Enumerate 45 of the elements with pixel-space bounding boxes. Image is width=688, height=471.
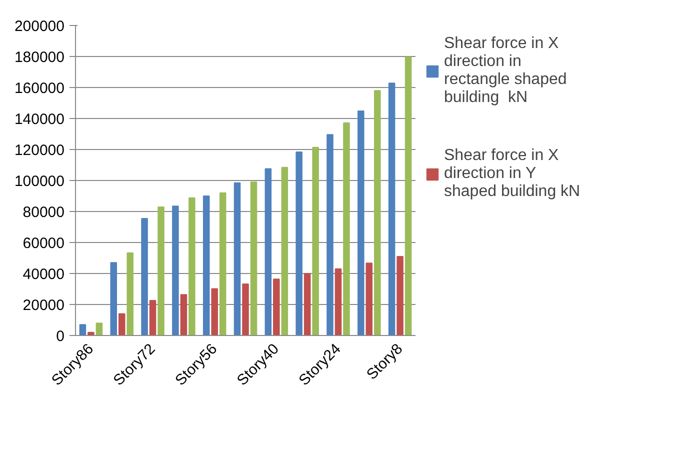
- bar: [326, 134, 334, 336]
- bar: [264, 168, 272, 336]
- y-tick-label: 80000: [22, 204, 65, 221]
- y-tick-label: 140000: [14, 111, 65, 128]
- bar: [304, 273, 311, 336]
- legend-label: Shear force in X direction in rectangle shaped building kN: [444, 35, 567, 107]
- bar: [110, 262, 118, 336]
- bar: [202, 196, 210, 336]
- y-tick-label: 180000: [14, 49, 65, 66]
- y-tick-label: 100000: [14, 173, 65, 190]
- bar: [374, 90, 381, 336]
- y-tick-label: 200000: [14, 18, 65, 35]
- bar: [358, 110, 364, 336]
- bar: [158, 206, 164, 336]
- y-tick-label: 120000: [14, 142, 65, 159]
- legend-label: Shear force in X direction in Y shaped building kN: [444, 147, 580, 201]
- y-tick-label: 60000: [22, 235, 65, 252]
- y-tick-label: 160000: [14, 80, 65, 97]
- bar: [96, 322, 103, 336]
- bar: [334, 268, 342, 336]
- bar: [404, 56, 412, 336]
- bar: [118, 313, 126, 336]
- bar: [141, 218, 148, 336]
- bar: [250, 182, 258, 336]
- bar: [126, 252, 134, 336]
- bar: [188, 197, 196, 336]
- bar: [388, 82, 396, 336]
- bar: [219, 192, 226, 336]
- bar: [172, 206, 179, 336]
- bar: [242, 284, 249, 336]
- bar: [211, 288, 218, 336]
- bar: [396, 256, 404, 336]
- bar: [79, 324, 86, 336]
- y-tick-label: 40000: [22, 266, 65, 283]
- bar: [312, 146, 319, 336]
- bar: [343, 122, 350, 336]
- bar: [273, 278, 280, 336]
- y-tick-label: 20000: [22, 297, 65, 314]
- bar: [234, 182, 241, 336]
- bar: [366, 262, 373, 336]
- bar: [180, 294, 188, 336]
- bar: [149, 300, 156, 336]
- y-tick-label: 0: [56, 328, 64, 345]
- bar: [296, 151, 302, 336]
- bar: [281, 166, 288, 336]
